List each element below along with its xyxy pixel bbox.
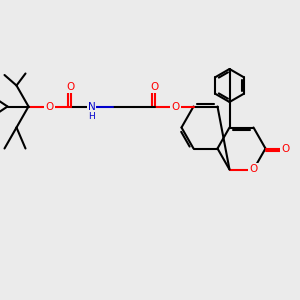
Text: O: O <box>171 101 180 112</box>
Text: O: O <box>66 82 75 92</box>
Text: O: O <box>249 164 258 175</box>
Text: O: O <box>45 101 54 112</box>
Text: O: O <box>281 143 289 154</box>
Text: H: H <box>88 112 95 121</box>
Text: N: N <box>88 102 95 112</box>
Text: O: O <box>150 82 159 92</box>
